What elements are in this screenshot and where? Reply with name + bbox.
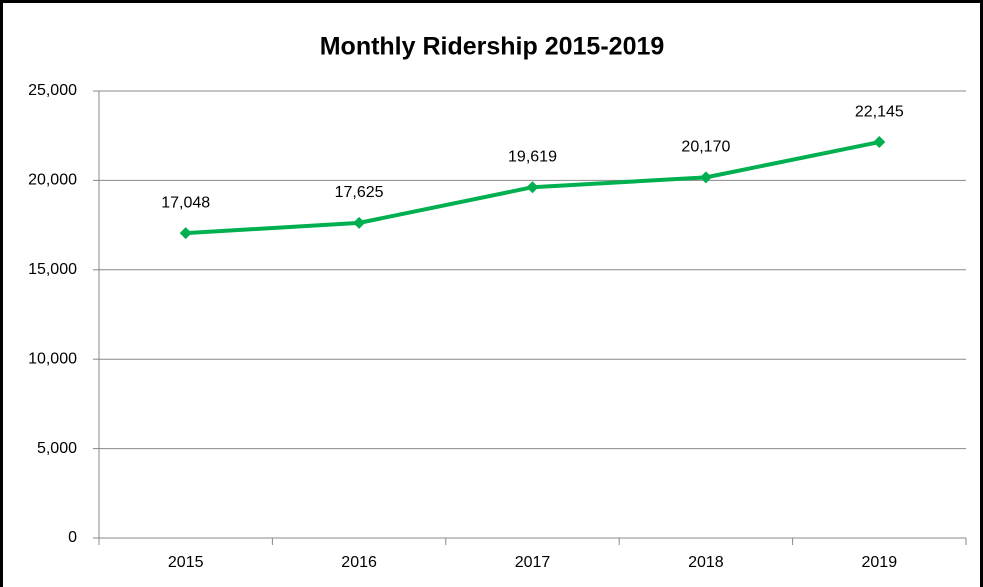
data-label: 22,145 bbox=[855, 103, 904, 120]
data-label: 19,619 bbox=[508, 148, 557, 165]
data-marker bbox=[699, 171, 712, 184]
x-tick-label: 2016 bbox=[341, 554, 377, 571]
x-tick-label: 2017 bbox=[515, 554, 551, 571]
y-tick-label: 5,000 bbox=[37, 440, 77, 457]
data-label: 17,048 bbox=[161, 194, 210, 211]
chart-title: Monthly Ridership 2015-2019 bbox=[320, 33, 665, 61]
y-tick-label: 25,000 bbox=[28, 82, 77, 99]
x-tick-label: 2019 bbox=[862, 554, 898, 571]
x-tick-label: 2015 bbox=[168, 554, 204, 571]
x-tick-label: 2018 bbox=[688, 554, 724, 571]
y-tick-label: 15,000 bbox=[28, 261, 77, 278]
data-marker bbox=[526, 181, 539, 194]
data-marker bbox=[179, 227, 192, 240]
data-label: 17,625 bbox=[335, 184, 384, 201]
data-label: 20,170 bbox=[681, 139, 730, 156]
y-tick-label: 10,000 bbox=[28, 350, 77, 367]
data-marker bbox=[873, 136, 886, 149]
data-marker bbox=[353, 216, 366, 229]
y-tick-label: 20,000 bbox=[28, 172, 77, 189]
y-tick-label: 0 bbox=[68, 529, 77, 546]
